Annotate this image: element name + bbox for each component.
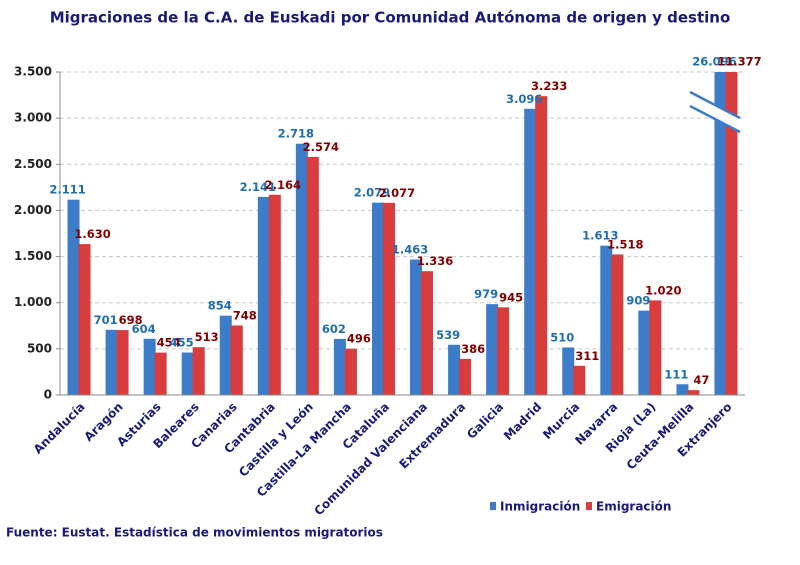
data-label: 1.518 (607, 237, 643, 251)
bar (306, 156, 319, 396)
data-label: 26.096 (692, 55, 736, 69)
x-tick-label: Extremadura (396, 400, 468, 472)
bar (192, 347, 205, 396)
data-label: 386 (461, 342, 485, 356)
y-tick-label: 1.500 (14, 249, 52, 263)
data-label: 454 (157, 336, 181, 350)
data-label: 1.630 (74, 227, 110, 241)
bar (116, 330, 129, 396)
bar (154, 352, 167, 396)
bar (421, 271, 434, 396)
x-tick-label: Galicia (464, 400, 506, 442)
bar (687, 390, 700, 396)
chart-title: Migraciones de la C.A. de Euskadi por Co… (50, 9, 731, 27)
y-tick-label: 0 (44, 388, 52, 402)
data-label: 2.111 (49, 183, 85, 197)
bar (105, 329, 118, 396)
data-label: 3.096 (506, 92, 542, 106)
y-tick-label: 2.500 (14, 157, 52, 171)
data-label: 2.164 (265, 178, 301, 192)
bar (143, 338, 156, 396)
data-label: 2.718 (278, 127, 314, 141)
data-label: 3.233 (531, 79, 567, 93)
x-tick-label: Andalucía (31, 400, 88, 457)
data-label: 698 (119, 313, 143, 327)
bar (611, 254, 624, 396)
data-label: 311 (575, 349, 599, 363)
bar (524, 108, 537, 396)
y-tick-label: 2.000 (14, 203, 52, 217)
bar (600, 245, 613, 396)
bar (497, 307, 510, 396)
data-label: 748 (233, 308, 257, 322)
data-label: 496 (347, 332, 371, 346)
data-label: 909 (626, 294, 650, 308)
data-label: 539 (436, 328, 460, 342)
bar (562, 347, 575, 396)
data-label: 2.079 (354, 186, 390, 200)
y-tick-label: 3.000 (14, 111, 52, 125)
bar (573, 365, 586, 396)
bar (333, 338, 346, 396)
data-label: 11.377 (717, 55, 761, 69)
legend-swatch (586, 502, 592, 510)
data-label: 701 (94, 313, 118, 327)
legend-label: Emigración (596, 500, 671, 514)
data-label: 1.613 (582, 229, 618, 243)
x-tick-label: Ceuta-Melilla (624, 400, 697, 473)
bar (410, 259, 423, 396)
y-tick-label: 500 (27, 341, 52, 355)
data-label: 604 (132, 322, 156, 336)
legend-swatch (490, 502, 496, 510)
bar (649, 300, 662, 396)
data-label: 602 (322, 322, 346, 336)
source: Fuente: Eustat. Estadística de movimient… (6, 526, 383, 540)
y-tick-label: 3.500 (14, 65, 52, 79)
grid (60, 71, 745, 350)
data-label: 1.336 (417, 254, 453, 268)
data-label: 455 (170, 336, 194, 350)
data-label: 979 (474, 287, 498, 301)
bar (676, 384, 689, 396)
bar (486, 304, 499, 396)
data-label: 513 (195, 330, 219, 344)
bar (181, 352, 194, 396)
bar (448, 344, 461, 396)
y-tick-label: 1.000 (14, 295, 52, 309)
axis-break (689, 90, 741, 134)
data-label: 2.574 (303, 140, 339, 154)
bar (344, 348, 357, 396)
data-label: 47 (693, 373, 709, 387)
bar (268, 194, 281, 396)
bar (230, 325, 243, 396)
bar (638, 310, 651, 396)
legend-label: Inmigración (500, 500, 580, 514)
data-label: 510 (550, 330, 574, 344)
data-label: 111 (664, 367, 688, 381)
bar (257, 196, 270, 396)
bar (219, 315, 232, 396)
bar (535, 96, 548, 396)
data-label: 2.077 (379, 186, 415, 200)
bar (371, 202, 384, 396)
data-label: 854 (208, 299, 232, 313)
bar (459, 358, 472, 396)
data-label: 945 (499, 290, 523, 304)
data-label: 1.020 (645, 283, 681, 297)
data-label: 1.463 (392, 242, 428, 256)
bar (382, 202, 395, 396)
bar (78, 244, 91, 396)
x-tick-label: Madrid (501, 400, 544, 443)
data-label: 2.141 (240, 180, 276, 194)
